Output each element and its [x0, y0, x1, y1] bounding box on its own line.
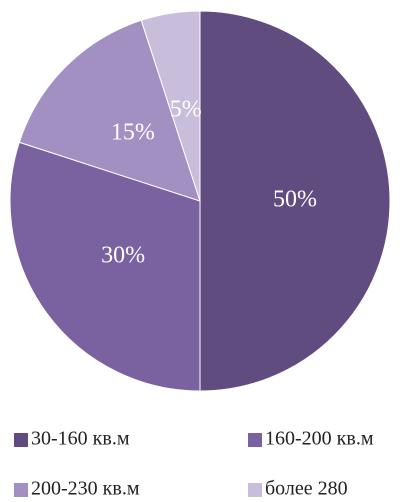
pie-slice [9, 141, 201, 392]
legend-swatch [14, 483, 28, 497]
slice-label: 5% [170, 96, 202, 122]
legend-swatch [248, 483, 262, 497]
slice-label: 15% [111, 119, 155, 145]
legend-label: 200-230 кв.м [31, 478, 140, 500]
pie-slice [18, 19, 201, 202]
legend-swatch [248, 433, 262, 447]
slice-label: 30% [101, 242, 145, 268]
pie-slice [199, 10, 391, 392]
legend-swatch [14, 433, 28, 447]
slice-label: 50% [273, 187, 317, 213]
pie-slice [140, 10, 201, 202]
legend-label: более 280 [265, 478, 348, 500]
legend-label: 160-200 кв.м [265, 428, 374, 450]
legend-label: 30-160 кв.м [31, 428, 130, 450]
